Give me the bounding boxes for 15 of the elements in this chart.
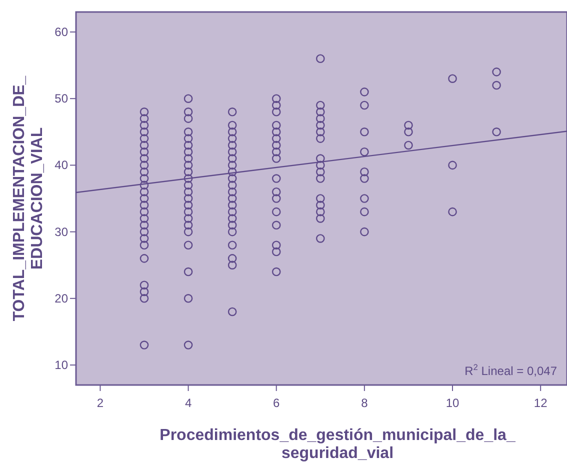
y-tick-label: 50 <box>54 92 68 106</box>
x-tick-label: 6 <box>273 396 280 410</box>
x-tick-label: 10 <box>446 396 460 410</box>
x-tick-label: 8 <box>361 396 368 410</box>
y-tick-label: 60 <box>54 24 68 39</box>
x-tick-label: 12 <box>534 396 548 410</box>
y-tick-label: 10 <box>54 358 68 372</box>
y-tick-label: 40 <box>54 158 68 172</box>
x-tick-label: 4 <box>184 396 192 410</box>
annotation: R$^{2}$ Lineal = 0,047 <box>464 362 558 378</box>
y-tick-label: 20 <box>54 291 68 306</box>
y-axis-title: TOTAL_IMPLEMENTACION_DE_ EDUCACION_VIAL <box>11 74 46 322</box>
y-tick-label: 30 <box>54 224 68 239</box>
x-axis-title: Procedimientos_de_gestión_municipal_de_la_ seguridad_vial <box>160 427 516 462</box>
x-tick-label: 2 <box>96 396 104 410</box>
